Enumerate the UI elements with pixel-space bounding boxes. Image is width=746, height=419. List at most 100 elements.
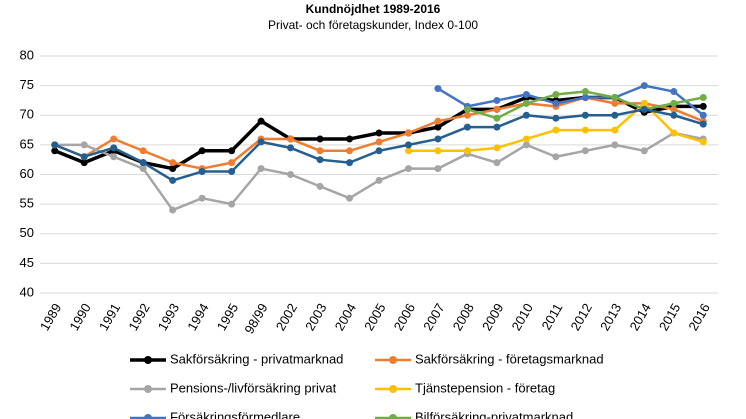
data-point <box>670 88 678 96</box>
data-point <box>80 153 88 161</box>
data-point <box>522 111 530 119</box>
data-point <box>139 165 147 173</box>
data-point <box>51 141 59 149</box>
data-point <box>699 138 707 146</box>
data-point <box>552 126 560 134</box>
data-point <box>198 147 206 155</box>
legend-label: Pensions-/livförsäkring privat <box>170 380 337 395</box>
data-point <box>80 141 88 149</box>
data-point <box>434 147 442 155</box>
data-point <box>169 206 177 214</box>
data-point <box>640 99 648 107</box>
data-point <box>493 159 501 167</box>
data-point <box>670 111 678 119</box>
legend-label: Tjänstepension - företag <box>415 380 555 395</box>
x-tick-label: 1991 <box>96 301 123 334</box>
data-point <box>80 159 88 167</box>
legend-marker <box>144 356 152 364</box>
legend-marker <box>389 414 397 419</box>
x-tick-label: 1994 <box>184 301 211 334</box>
data-point <box>699 120 707 128</box>
data-point <box>257 117 265 125</box>
data-point <box>257 165 265 173</box>
data-point <box>552 99 560 107</box>
data-point <box>611 126 619 134</box>
data-point <box>670 99 678 107</box>
chart-title: Kundnöjdhet 1989-2016 <box>306 2 441 16</box>
data-point <box>611 141 619 149</box>
data-point <box>640 147 648 155</box>
data-point <box>404 147 412 155</box>
legend-label: Sakförsäkring - företagsmarknad <box>415 351 604 366</box>
legend-marker <box>389 356 397 364</box>
data-point <box>463 147 471 155</box>
data-point <box>139 147 147 155</box>
data-point <box>522 141 530 149</box>
data-point <box>375 176 383 184</box>
data-point <box>434 85 442 93</box>
data-point <box>670 105 678 113</box>
data-point <box>581 126 589 134</box>
y-tick-label: 45 <box>20 255 34 270</box>
data-point <box>581 88 589 96</box>
data-point <box>434 165 442 173</box>
data-point <box>434 117 442 125</box>
legend-label: Bilförsäkring-privatmarknad <box>415 409 573 419</box>
data-point <box>169 159 177 167</box>
data-point <box>699 93 707 101</box>
data-point <box>228 168 236 176</box>
data-point <box>51 147 59 155</box>
data-point <box>463 105 471 113</box>
y-tick-label: 80 <box>20 47 34 62</box>
chart-subtitle: Privat- och företagskunder, Index 0-100 <box>268 18 478 32</box>
legend-label: Sakförsäkring - privatmarknad <box>170 351 343 366</box>
data-point <box>257 138 265 146</box>
x-tick-label: 2015 <box>656 301 683 334</box>
data-point <box>611 93 619 101</box>
x-tick-label: 2010 <box>509 301 536 334</box>
data-point <box>110 144 118 152</box>
y-tick-label: 75 <box>20 77 34 92</box>
data-point <box>346 147 354 155</box>
x-tick-label: 2014 <box>626 301 653 334</box>
data-point <box>139 159 147 167</box>
data-point <box>316 147 324 155</box>
x-tick-label: 2008 <box>450 301 477 334</box>
data-point <box>522 91 530 99</box>
data-point <box>287 144 295 152</box>
x-tick-label: 1992 <box>125 301 152 334</box>
y-tick-label: 70 <box>20 107 34 122</box>
data-point <box>552 153 560 161</box>
data-point <box>169 176 177 184</box>
data-point <box>316 182 324 190</box>
data-point <box>169 165 177 173</box>
data-point <box>375 147 383 155</box>
data-point <box>611 99 619 107</box>
data-point <box>404 165 412 173</box>
x-tick-label: 2012 <box>567 301 594 334</box>
legend-marker <box>389 385 397 393</box>
x-tick-label: 2007 <box>420 301 447 334</box>
data-point <box>522 135 530 143</box>
x-tick-label: 2016 <box>685 301 712 334</box>
y-tick-label: 55 <box>20 196 34 211</box>
data-point <box>670 129 678 137</box>
x-tick-label: 2002 <box>273 301 300 334</box>
data-point <box>228 159 236 167</box>
x-tick-label: 1990 <box>66 301 93 334</box>
data-point <box>228 200 236 208</box>
data-point <box>552 114 560 122</box>
data-point <box>316 135 324 143</box>
data-point <box>699 111 707 119</box>
data-point <box>463 123 471 131</box>
data-point <box>375 129 383 137</box>
data-point <box>611 111 619 119</box>
data-point <box>493 96 501 104</box>
data-point <box>228 147 236 155</box>
data-point <box>640 82 648 90</box>
data-point <box>346 159 354 167</box>
data-point <box>287 135 295 143</box>
x-tick-label: 1993 <box>155 301 182 334</box>
data-point <box>404 141 412 149</box>
